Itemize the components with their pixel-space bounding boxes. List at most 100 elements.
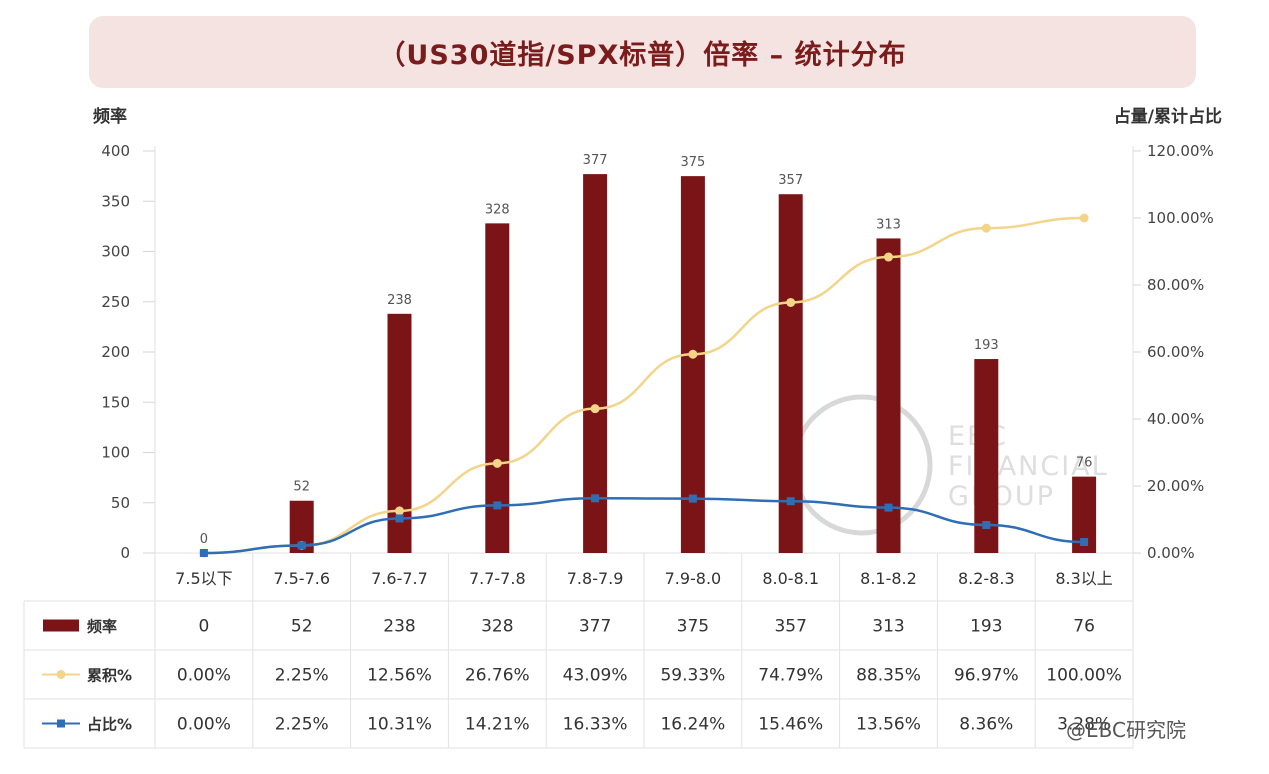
bar: [485, 223, 510, 554]
table-cell: 8.36%: [959, 715, 1013, 735]
table-cell: 15.46%: [758, 715, 823, 735]
y-right-tick-label: 80.00%: [1147, 276, 1204, 294]
bar-data-label: 76: [1076, 456, 1093, 471]
table-cell: 76: [1073, 617, 1095, 637]
y-left-axis-label: 频率: [93, 106, 127, 127]
table-cell: 100.00%: [1046, 666, 1122, 686]
table-cell: 0: [198, 617, 209, 637]
bar: [778, 194, 803, 553]
legend-series-name: 频率: [87, 618, 117, 636]
table-cell: 88.35%: [856, 666, 921, 686]
line-point: [395, 506, 404, 516]
watermark-line3: GROUP: [948, 481, 1055, 512]
legend-key-marker: [56, 670, 66, 679]
bar: [876, 238, 901, 553]
y-right-tick-label: 100.00%: [1147, 209, 1214, 227]
x-category-label: 7.7-7.8: [469, 569, 526, 588]
y-left-tick-label: 150: [101, 393, 130, 411]
bar: [680, 176, 705, 553]
table-cell: 74.79%: [758, 666, 823, 686]
table-cell: 2.25%: [275, 666, 329, 686]
y-right-axis-label: 占量/累计占比: [1114, 106, 1222, 127]
table-cell: 96.97%: [954, 666, 1019, 686]
chart-title: （US30道指/SPX标普）倍率 – 统计分布: [378, 39, 907, 71]
bar-data-label: 193: [974, 338, 999, 353]
line-point: [981, 223, 991, 233]
line-point: [1080, 538, 1089, 547]
table-cell: 3.28%: [1057, 715, 1111, 735]
series-line: [203, 216, 1085, 555]
line-point: [395, 514, 404, 523]
table-cell: 43.09%: [563, 666, 628, 686]
y-left-tick-label: 100: [101, 444, 130, 462]
y-right-tick-label: 120.00%: [1147, 142, 1214, 160]
line-point: [590, 404, 600, 414]
y-right-tick-label: 20.00%: [1147, 477, 1204, 495]
y-right-tick-label: 40.00%: [1147, 410, 1204, 428]
table-cell: 12.56%: [367, 666, 432, 686]
bar-data-label: 328: [485, 202, 510, 217]
x-category-label: 8.1-8.2: [860, 569, 917, 588]
table-cell: 52: [291, 617, 313, 637]
x-category-label: 8.0-8.1: [762, 569, 819, 588]
table-cell: 193: [970, 617, 1002, 637]
bar-data-label: 313: [876, 217, 901, 232]
x-category-label: 7.9-8.0: [665, 569, 722, 588]
y-right-tick-label: 0.00%: [1147, 544, 1195, 562]
x-category-label: 7.6-7.7: [371, 569, 428, 588]
line-point: [884, 252, 893, 262]
table-cell: 13.56%: [856, 715, 921, 735]
y-right-tick-label: 60.00%: [1147, 343, 1204, 361]
table-cell: 377: [579, 617, 611, 637]
bar-data-label: 238: [387, 293, 412, 308]
table-cell: 357: [774, 617, 806, 637]
line-point: [786, 297, 796, 307]
y-left-tick-label: 350: [101, 192, 130, 210]
line-point: [493, 501, 502, 510]
bar-data-label: 0: [200, 532, 208, 547]
line-point: [982, 520, 991, 529]
y-left-tick-label: 200: [101, 343, 130, 361]
legend-key-marker: [57, 719, 65, 728]
line-point: [199, 549, 208, 557]
table-cell: 26.76%: [465, 666, 530, 686]
y-left-tick-label: 400: [101, 142, 130, 160]
line-point: [786, 497, 795, 506]
x-category-label: 8.3以上: [1055, 569, 1112, 588]
x-category-label: 7.5以下: [175, 569, 232, 588]
legend-series-name: 占比%: [87, 716, 132, 734]
bar-data-label: 375: [680, 155, 705, 170]
line-point: [884, 503, 893, 512]
y-left-tick-label: 0: [120, 544, 130, 562]
bar: [974, 359, 999, 553]
bar-data-label: 357: [778, 173, 803, 188]
table-cell: 238: [383, 617, 415, 637]
bar-data-label: 377: [583, 153, 608, 168]
table-cell: 2.25%: [275, 715, 329, 735]
line-point: [688, 349, 698, 359]
line-point: [688, 494, 697, 503]
line-point: [591, 494, 600, 503]
x-category-label: 8.2-8.3: [958, 569, 1015, 588]
series-line: [203, 497, 1085, 555]
table-cell: 0.00%: [177, 715, 231, 735]
line-point: [297, 541, 306, 550]
line-point: [1079, 213, 1089, 223]
x-category-label: 7.8-7.9: [567, 569, 624, 588]
table-cell: 313: [872, 617, 904, 637]
table-cell: 375: [677, 617, 709, 637]
y-left-tick-label: 300: [101, 243, 130, 261]
watermark-logo: EBC FINANCIAL GROUP: [791, 394, 1107, 536]
table-cell: 328: [481, 617, 513, 637]
table-cell: 0.00%: [177, 666, 231, 686]
legend-series-name: 累积%: [87, 667, 132, 685]
legend-key-bar: [43, 619, 79, 632]
table-cell: 14.21%: [465, 715, 530, 735]
y-left-tick-label: 250: [101, 293, 130, 311]
table-cell: 16.24%: [660, 715, 725, 735]
bar-data-label: 52: [293, 480, 310, 495]
chart-title-banner: （US30道指/SPX标普）倍率 – 统计分布: [89, 16, 1196, 88]
table-cell: 10.31%: [367, 715, 432, 735]
x-category-label: 7.5-7.6: [273, 569, 330, 588]
